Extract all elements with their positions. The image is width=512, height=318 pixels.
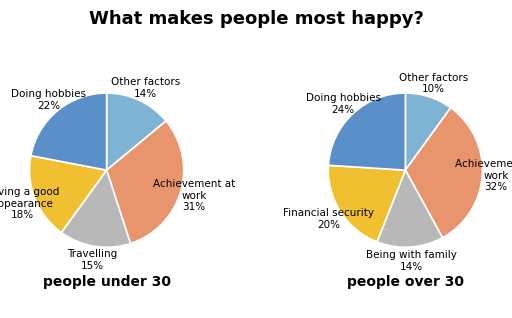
Wedge shape <box>406 93 451 170</box>
Text: Travelling
15%: Travelling 15% <box>67 249 118 271</box>
Text: Other factors
10%: Other factors 10% <box>399 73 468 94</box>
Text: Other factors
14%: Other factors 14% <box>111 77 180 99</box>
Text: people over 30: people over 30 <box>347 275 464 289</box>
Text: Doing hobbies
24%: Doing hobbies 24% <box>306 93 380 114</box>
Wedge shape <box>106 121 184 244</box>
Text: Being with family
14%: Being with family 14% <box>366 250 457 272</box>
Wedge shape <box>61 170 131 247</box>
Wedge shape <box>31 93 106 170</box>
Wedge shape <box>328 165 406 242</box>
Wedge shape <box>406 108 482 238</box>
Wedge shape <box>30 156 106 232</box>
Wedge shape <box>328 93 406 170</box>
Wedge shape <box>377 170 442 247</box>
Wedge shape <box>106 93 166 170</box>
Text: Financial security
20%: Financial security 20% <box>283 208 374 230</box>
Text: Doing hobbies
22%: Doing hobbies 22% <box>11 89 86 111</box>
Text: Having a good
appearance
18%: Having a good appearance 18% <box>0 187 60 220</box>
Text: What makes people most happy?: What makes people most happy? <box>89 10 423 28</box>
Text: Achievement at
work
32%: Achievement at work 32% <box>455 159 512 192</box>
Text: people under 30: people under 30 <box>42 275 170 289</box>
Text: Achievement at
work
31%: Achievement at work 31% <box>153 179 235 212</box>
